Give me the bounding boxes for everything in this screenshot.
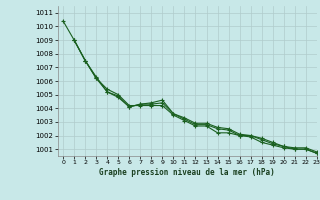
X-axis label: Graphe pression niveau de la mer (hPa): Graphe pression niveau de la mer (hPa)	[99, 168, 275, 177]
